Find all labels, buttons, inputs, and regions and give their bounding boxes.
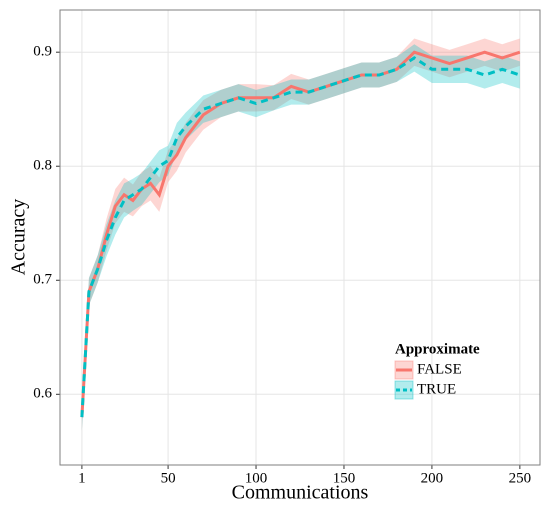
x-tick-label: 200 <box>421 470 444 486</box>
legend-label: TRUE <box>417 381 456 397</box>
ribbon <box>81 44 520 431</box>
y-tick-label: 0.9 <box>33 44 52 60</box>
y-tick-label: 0.8 <box>33 158 52 174</box>
x-tick-label: 50 <box>161 470 176 486</box>
legend-label: FALSE <box>417 361 462 377</box>
ribbon <box>81 38 520 431</box>
legend-title: Approximate <box>395 341 480 357</box>
plot-border <box>59 9 541 466</box>
x-tick-label: 250 <box>509 470 532 486</box>
x-axis-label: Communications <box>232 482 369 504</box>
x-tick-label: 1 <box>78 470 86 486</box>
line <box>80 50 521 418</box>
plot-background <box>60 10 540 465</box>
x-tick-label: 100 <box>245 470 268 486</box>
y-axis-label: Accuracy <box>8 199 30 276</box>
y-tick-label: 0.6 <box>33 386 52 402</box>
x-tick-label: 150 <box>333 470 356 486</box>
y-tick-label: 0.7 <box>33 272 52 288</box>
